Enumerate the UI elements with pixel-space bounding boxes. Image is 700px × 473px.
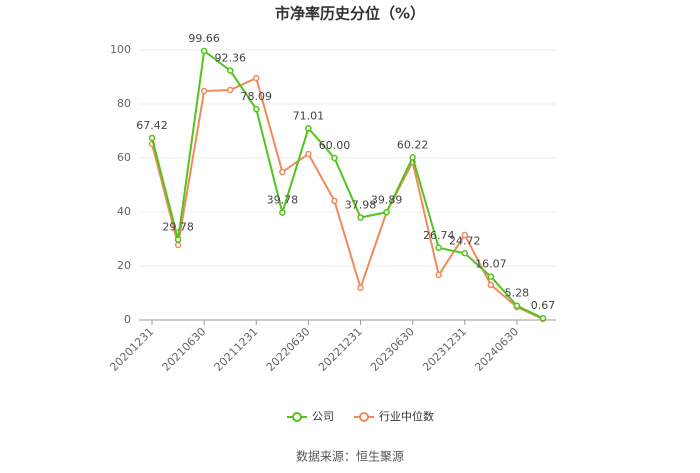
point — [305, 150, 312, 158]
point — [148, 134, 156, 142]
x-tick-label: 20220630 — [264, 325, 313, 374]
point — [539, 314, 547, 322]
data-label: 60.22 — [397, 138, 429, 151]
data-label: 16.07 — [475, 258, 507, 271]
data-label: 39.78 — [267, 194, 299, 207]
point — [331, 197, 338, 205]
data-label: 92.36 — [214, 52, 246, 65]
point — [357, 214, 364, 221]
point — [331, 154, 338, 162]
point — [435, 244, 442, 252]
source: 数据来源：恒生聚源 — [296, 449, 404, 464]
data-label: 26.74 — [423, 229, 455, 242]
point — [305, 125, 312, 132]
data-label: 78.09 — [241, 90, 273, 103]
point — [461, 231, 469, 239]
data-label: 5.28 — [505, 287, 530, 300]
series-line — [151, 76, 544, 320]
data-label: 39.89 — [371, 193, 403, 206]
y-tick-label: 60 — [117, 151, 131, 164]
data-label: 37.98 — [345, 198, 377, 211]
y-tick-label: 80 — [117, 97, 131, 110]
y-tick-label: 40 — [117, 205, 131, 218]
y-tick-label: 100 — [110, 43, 131, 56]
point — [513, 302, 521, 309]
y-tick-label: 20 — [117, 259, 131, 272]
point — [487, 281, 495, 289]
x-tick-label: 20230630 — [368, 325, 417, 374]
y-tick-label: 0 — [124, 313, 131, 326]
point — [253, 105, 260, 113]
x-tick-label: 20210630 — [160, 325, 209, 374]
x-tick-label: 20240630 — [472, 325, 521, 374]
legend-marker — [292, 412, 302, 422]
data-label: 29.78 — [162, 221, 194, 234]
data-label: 71.01 — [293, 109, 325, 122]
data-label: 67.42 — [136, 119, 168, 132]
data-label: 0.67 — [531, 299, 556, 312]
point — [226, 67, 234, 74]
point — [383, 209, 390, 216]
point — [174, 236, 182, 243]
point — [435, 271, 442, 279]
x-tick-label: 20201231 — [107, 325, 156, 374]
point — [279, 209, 286, 216]
chart-title: 市净率历史分位（%） — [275, 5, 425, 23]
point — [200, 87, 208, 95]
point — [461, 250, 469, 257]
series-line — [151, 49, 544, 320]
data-label: 24.72 — [449, 234, 481, 247]
point — [279, 168, 286, 176]
point — [174, 241, 182, 249]
point — [253, 74, 260, 82]
legend-marker — [359, 412, 369, 422]
data-label: 60.00 — [319, 139, 351, 152]
x-tick-label: 20221231 — [316, 325, 365, 374]
point — [487, 273, 495, 280]
x-tick-label: 20211231 — [212, 325, 261, 374]
point — [357, 284, 364, 292]
legend-label: 行业中位数 — [379, 409, 434, 423]
legend-label: 公司 — [312, 410, 334, 423]
point — [409, 154, 416, 161]
point — [226, 86, 234, 94]
data-label: 99.66 — [188, 32, 220, 45]
x-tick-label: 20231231 — [420, 325, 469, 374]
point — [200, 47, 208, 55]
